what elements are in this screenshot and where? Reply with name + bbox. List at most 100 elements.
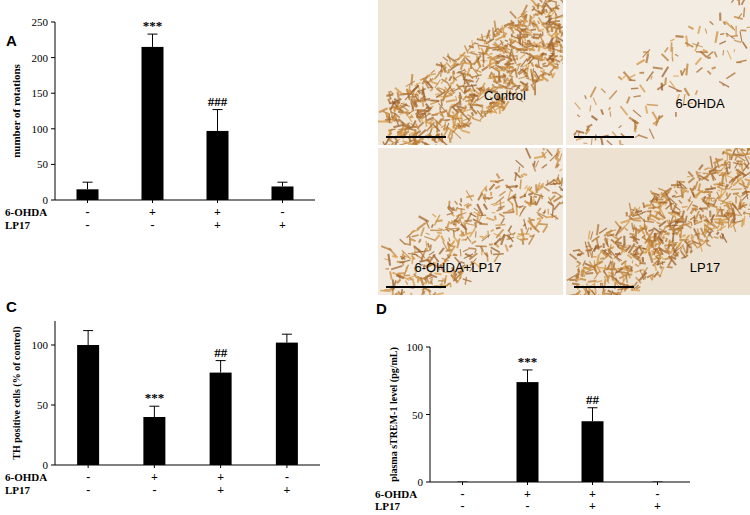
fibre <box>463 109 472 111</box>
fibre <box>722 50 724 55</box>
y-tick <box>51 465 55 466</box>
fibre <box>480 236 484 238</box>
fibre <box>405 145 409 146</box>
fibre <box>484 204 488 210</box>
fibre <box>539 41 544 43</box>
fibre <box>505 244 508 251</box>
fibre <box>390 91 393 94</box>
fibre <box>670 42 672 51</box>
treatment-mark: - <box>151 218 155 232</box>
fibre <box>577 261 581 264</box>
significance: ## <box>214 345 228 360</box>
treatment-label: 6-OHDA <box>5 471 47 483</box>
fibre <box>449 92 455 94</box>
fibre <box>560 153 562 161</box>
image-label: Control <box>484 88 526 103</box>
error-line <box>88 331 89 345</box>
fibre <box>414 100 421 102</box>
fibre <box>425 119 427 126</box>
fibre <box>687 201 693 210</box>
fibre <box>455 73 465 79</box>
fibre <box>543 212 546 213</box>
fibre <box>500 200 502 208</box>
fibre <box>673 75 679 76</box>
fibre <box>719 41 725 44</box>
fibre <box>424 236 434 240</box>
treatment-mark: - <box>281 205 285 219</box>
fibre <box>583 142 587 144</box>
x-tick <box>88 465 89 468</box>
fibre <box>420 112 427 115</box>
fibre <box>515 172 521 177</box>
fibre <box>740 29 746 31</box>
fibre <box>531 16 535 19</box>
fibre <box>434 235 439 241</box>
fibre <box>441 119 448 121</box>
fibre <box>496 59 505 63</box>
fibre <box>537 3 540 9</box>
fibre <box>516 160 524 167</box>
fibre <box>682 206 688 208</box>
fibre <box>440 114 444 117</box>
fibre <box>748 181 749 184</box>
fibre <box>439 285 447 286</box>
fibre <box>546 3 553 12</box>
fibre <box>699 175 709 181</box>
fibre <box>600 258 604 259</box>
fibre <box>456 207 458 211</box>
fibre <box>685 216 687 223</box>
x-tick <box>286 465 287 468</box>
fibre <box>472 67 479 76</box>
fibre <box>623 76 626 78</box>
fibre <box>447 86 450 91</box>
fibre <box>562 31 563 35</box>
fibre <box>741 0 746 5</box>
fibre <box>516 25 521 28</box>
fibre <box>552 44 553 53</box>
fibre <box>660 267 665 268</box>
fibre <box>494 216 497 220</box>
x-tick <box>154 465 155 468</box>
treatment-label: LP17 <box>375 500 401 512</box>
fibre <box>432 214 436 217</box>
x-tick <box>282 200 283 203</box>
fibre <box>459 120 460 124</box>
fibre <box>533 33 543 36</box>
fibre <box>593 256 596 258</box>
fibre <box>538 208 541 211</box>
fibre <box>497 26 507 32</box>
y-tick-label: 0 <box>43 459 49 471</box>
fibre <box>722 175 723 185</box>
fibre <box>523 34 533 36</box>
treatment-mark: + <box>217 470 224 484</box>
fibre <box>516 48 528 51</box>
fibre <box>692 43 703 47</box>
fibre <box>609 107 610 110</box>
fibre <box>463 96 467 101</box>
error-line <box>592 408 593 422</box>
fibre <box>518 11 527 19</box>
fibre <box>496 33 500 35</box>
fibre <box>727 50 731 59</box>
fibre <box>444 94 453 97</box>
fibre <box>528 193 533 195</box>
image-background <box>566 148 750 295</box>
fibre <box>449 284 452 287</box>
fibre <box>429 251 434 255</box>
fibre <box>733 225 735 232</box>
fibre <box>554 64 559 65</box>
fibre <box>541 53 546 55</box>
fibre <box>412 235 419 237</box>
fibre <box>563 60 564 64</box>
fibre <box>574 132 576 135</box>
fibre <box>439 248 444 254</box>
fibre <box>466 191 472 201</box>
fibre <box>743 7 745 17</box>
fibre <box>553 183 556 185</box>
fibre <box>531 73 533 84</box>
fibre <box>649 210 651 219</box>
fibre <box>569 279 575 281</box>
fibre <box>664 78 667 85</box>
x-tick <box>152 200 153 203</box>
fibre <box>735 26 736 36</box>
